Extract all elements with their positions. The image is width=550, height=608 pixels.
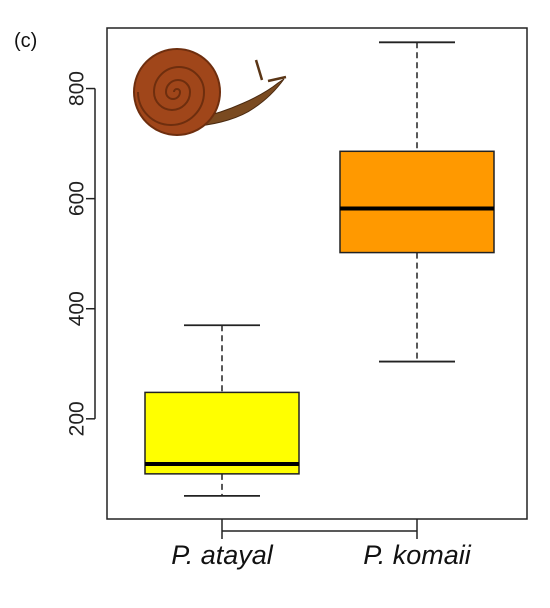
box-body (144, 391, 300, 475)
y-tick-label: 200 (66, 401, 89, 436)
plot-frame (106, 27, 528, 520)
box-body (339, 150, 495, 254)
panel-label: (c) (14, 30, 37, 52)
y-tick-label: 400 (66, 291, 89, 326)
x-axis: P. atayal P. komaii (171, 519, 472, 570)
y-axis: 200 400 600 800 (66, 71, 96, 436)
box-1 (144, 324, 300, 497)
boxes (144, 41, 495, 497)
x-tick-label: P. komaii (363, 540, 472, 570)
y-tick-label: 600 (66, 181, 89, 216)
y-tick-label: 800 (66, 71, 89, 106)
snail-icon (133, 48, 287, 136)
box-2 (339, 41, 495, 363)
x-tick-label: P. atayal (171, 540, 274, 570)
